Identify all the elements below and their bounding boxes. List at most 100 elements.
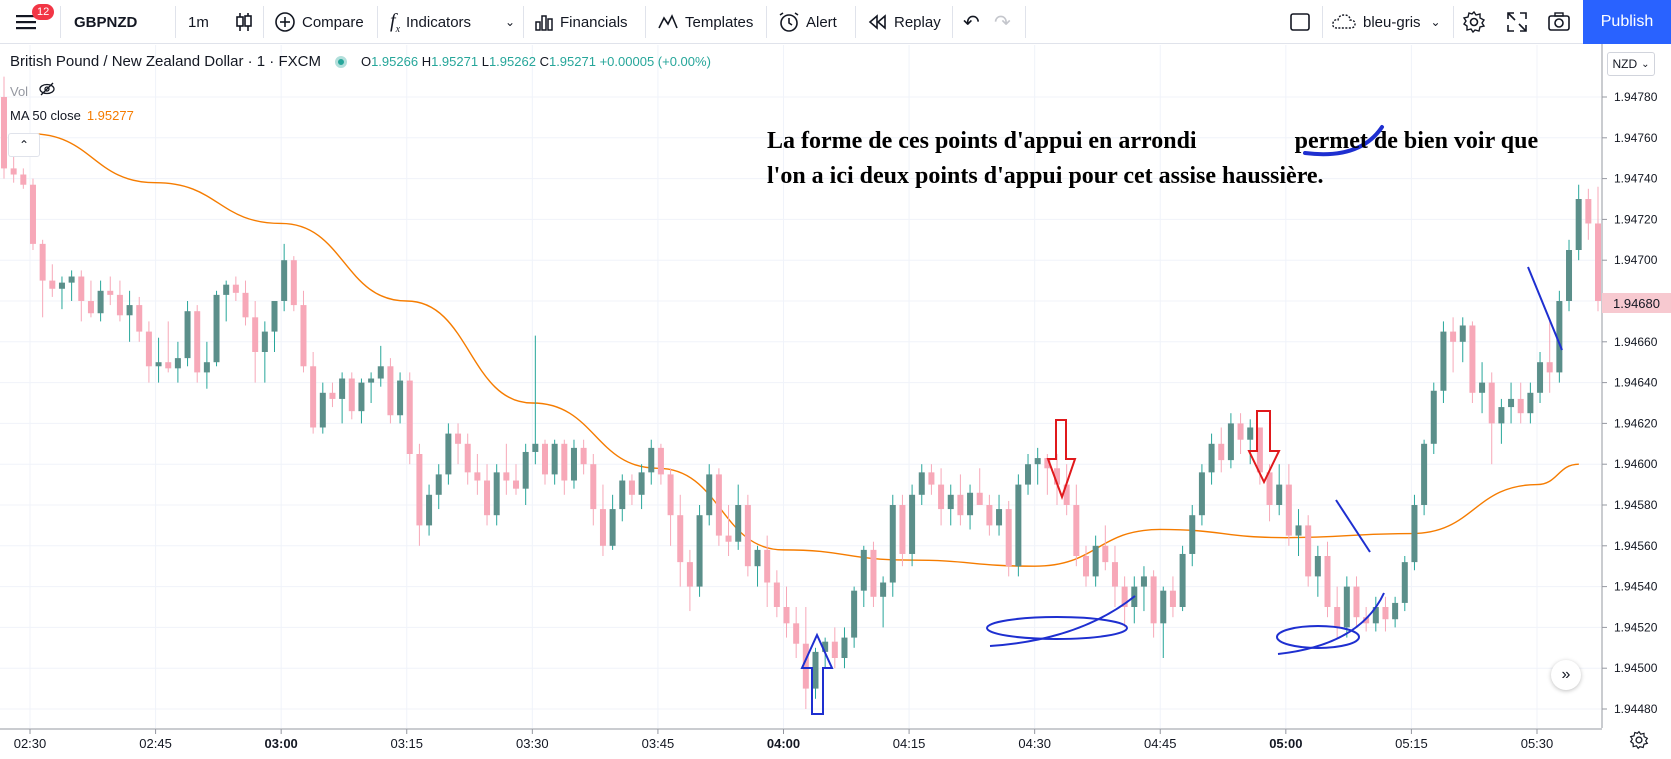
snapshot-button[interactable] — [1547, 0, 1571, 44]
currency-select[interactable]: NZD ⌄ — [1607, 52, 1655, 76]
candle — [377, 345, 384, 387]
candle-body — [1537, 362, 1544, 393]
menu-button[interactable] — [14, 0, 46, 44]
candle-body — [967, 492, 974, 516]
candle — [455, 423, 462, 465]
candle-body — [1546, 362, 1553, 373]
chart-type-button[interactable] — [234, 0, 254, 44]
candle — [1054, 454, 1061, 505]
candle — [754, 545, 761, 587]
indicators-button[interactable]: fx Indicators — [390, 0, 471, 44]
candle-body — [358, 382, 365, 412]
collapse-legend-button[interactable]: ⌃ — [8, 133, 40, 157]
candle-body — [368, 378, 375, 383]
candle — [599, 484, 606, 556]
candle-body — [97, 290, 104, 314]
candle-body — [87, 301, 94, 314]
candle — [1546, 321, 1553, 393]
candle — [1556, 290, 1563, 383]
fullscreen-layout-button[interactable] — [1289, 0, 1311, 44]
candle — [1421, 439, 1428, 516]
financials-button[interactable]: Financials — [534, 0, 628, 44]
interval-button[interactable]: 1m — [188, 0, 209, 44]
y-tick-label: 1.94480 — [1614, 702, 1658, 716]
indicators-dropdown[interactable]: ⌄ — [505, 0, 515, 44]
candle-body — [1208, 443, 1215, 473]
price-chart[interactable]: 1.94780 1.94760 1.94740 1.94720 1.94700 1.946… — [0, 44, 1671, 759]
replay-button[interactable]: Replay — [868, 0, 941, 44]
candle-body — [831, 641, 838, 658]
templates-button[interactable]: Templates — [657, 0, 753, 44]
candle — [1401, 556, 1408, 612]
volume-legend[interactable]: Vol — [10, 82, 56, 99]
candle-body — [1459, 325, 1466, 342]
candle-body — [860, 549, 867, 591]
candle — [725, 505, 732, 556]
candle — [967, 484, 974, 530]
candle — [1208, 433, 1215, 485]
candle-body — [657, 447, 664, 475]
symbol-search-button[interactable]: GBPNZD — [74, 0, 137, 44]
symbol-legend[interactable]: British Pound / New Zealand Dollar · 1 ·… — [10, 53, 711, 70]
candle — [1343, 576, 1350, 638]
candle — [1392, 596, 1399, 628]
candle-body — [281, 260, 288, 301]
candle — [764, 535, 771, 607]
function-icon: fx — [390, 9, 401, 35]
layout-select[interactable]: bleu-gris ⌄ — [1331, 0, 1441, 44]
alert-button[interactable]: Alert — [778, 0, 837, 44]
candle — [1517, 382, 1524, 424]
candle — [1015, 474, 1022, 577]
compare-button[interactable]: Compare — [274, 0, 364, 44]
chevron-down-icon: ⌄ — [1641, 58, 1650, 70]
y-tick-label: 1.94720 — [1614, 212, 1658, 226]
candle — [474, 454, 481, 495]
candle — [841, 627, 848, 669]
candle-body — [445, 433, 452, 475]
candle-body — [174, 358, 181, 369]
candle — [387, 358, 394, 424]
candle-body — [406, 380, 413, 454]
indicators-label: Indicators — [406, 13, 472, 31]
undo-button[interactable]: ↶ — [963, 0, 980, 44]
candle — [97, 280, 104, 322]
candle — [628, 474, 635, 505]
settings-button[interactable] — [1462, 0, 1486, 44]
candle — [242, 280, 249, 326]
y-tick-label: 1.94540 — [1614, 580, 1658, 594]
fullscreen-button[interactable] — [1506, 0, 1528, 44]
y-tick-label: 1.94780 — [1614, 90, 1658, 104]
candle-body — [1430, 390, 1437, 444]
candle-body — [136, 305, 143, 332]
candle — [1314, 545, 1321, 597]
blue-up-arrow-drawing — [800, 632, 834, 715]
candle-body — [744, 505, 751, 567]
redo-button[interactable]: ↷ — [994, 0, 1011, 44]
candle — [1353, 576, 1360, 628]
scroll-to-realtime-button[interactable]: » — [1551, 660, 1581, 690]
candle-body — [1305, 525, 1312, 577]
alert-label: Alert — [806, 13, 837, 31]
candle-body — [1189, 515, 1196, 554]
chart-settings-button[interactable] — [1629, 730, 1649, 755]
candle-body — [271, 301, 278, 332]
candle-body — [773, 582, 780, 607]
eye-hidden-icon[interactable] — [38, 82, 56, 99]
candle — [1005, 500, 1012, 577]
text-annotation[interactable]: La forme de ces points d'appui en arrond… — [767, 124, 1547, 194]
candle-body — [541, 443, 548, 475]
candle — [1450, 317, 1457, 373]
publish-button[interactable]: Publish — [1583, 0, 1671, 44]
candle — [744, 494, 751, 577]
candle — [1508, 382, 1515, 424]
candle-body — [1392, 602, 1399, 620]
ma-legend[interactable]: MA 50 close 1.95277 — [10, 108, 134, 123]
ma-value: 1.95277 — [86, 108, 134, 123]
candle — [310, 352, 317, 434]
candle — [1102, 525, 1109, 571]
candle-body — [1237, 423, 1244, 440]
candle — [996, 494, 1003, 536]
candle-body — [561, 443, 568, 481]
candle-body — [793, 623, 800, 644]
moving-average-layer — [29, 133, 1579, 567]
